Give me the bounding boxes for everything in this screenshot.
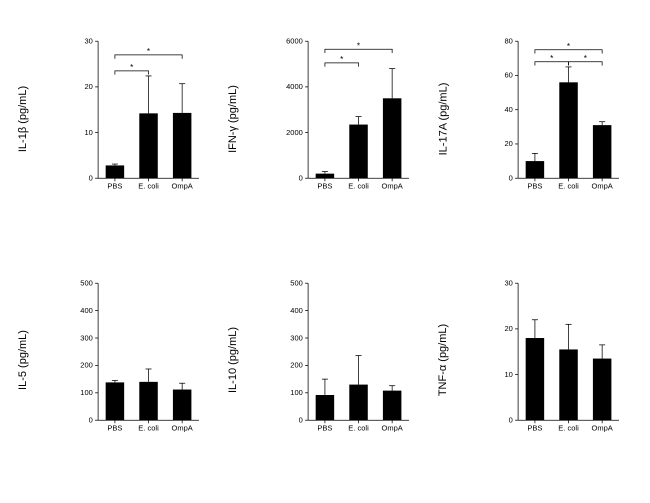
ytick-label: 20 bbox=[84, 82, 92, 91]
panel-ifng: IFN-γ (pg/mL) 0 2000 4000 6000 PBS E. coli OmpA… bbox=[220, 10, 430, 252]
bar-il17a-2 bbox=[593, 125, 611, 178]
bar-ifng-2 bbox=[383, 98, 401, 178]
ylabel-il17a: IL-17A (pg/mL) bbox=[436, 28, 450, 210]
xtick-label: PBS bbox=[317, 423, 332, 432]
bar-il1b-2 bbox=[173, 113, 191, 178]
xtick-label: OmpA bbox=[591, 182, 612, 191]
ytick-label: 400 bbox=[290, 305, 303, 314]
xtick-label: E. coli bbox=[558, 423, 579, 432]
ylabel-il5: IL-5 (pg/mL) bbox=[16, 270, 30, 452]
bar-tnfa-1 bbox=[559, 349, 577, 420]
ytick-label: 0 bbox=[89, 415, 93, 424]
chart-svg: 0 100 200 300 400 500 PBS E. coli OmpA bbox=[68, 270, 202, 452]
xtick-label: E. coli bbox=[138, 182, 159, 191]
ylabel-tnfa: TNF-α (pg/mL) bbox=[436, 270, 450, 452]
ylabel-il10: IL-10 (pg/mL) bbox=[226, 270, 240, 452]
panel-il5: IL-5 (pg/mL) 0 100 200 300 400 500 PBS E. coli Om… bbox=[10, 252, 220, 494]
xtick-label: PBS bbox=[527, 182, 542, 191]
xtick-label: OmpA bbox=[171, 423, 192, 432]
ytick-label: 80 bbox=[504, 36, 512, 45]
ytick-label: 400 bbox=[80, 305, 93, 314]
xtick-label: OmpA bbox=[591, 423, 612, 432]
ytick-label: 6000 bbox=[286, 36, 303, 45]
ytick-label: 200 bbox=[290, 360, 303, 369]
bar-il5-1 bbox=[139, 381, 157, 419]
ytick-label: 10 bbox=[504, 369, 512, 378]
xtick-label: PBS bbox=[317, 182, 332, 191]
bar-il17a-0 bbox=[526, 161, 544, 178]
xtick-label: PBS bbox=[107, 182, 122, 191]
ytick-label: 0 bbox=[509, 173, 513, 182]
panel-il10: IL-10 (pg/mL) 0 100 200 300 400 500 PBS E. coli O… bbox=[220, 252, 430, 494]
xtick-label: OmpA bbox=[381, 423, 402, 432]
chart-svg: 0200040006000PBSE. coliOmpA** bbox=[278, 28, 412, 210]
bar-il1b-1 bbox=[139, 113, 157, 178]
panel-il1b: IL-1β (pg/mL)0102030PBSE. coliOmpA** bbox=[10, 10, 220, 252]
ylabel-text: IL-5 (pg/mL) bbox=[17, 330, 29, 390]
ytick-label: 300 bbox=[290, 333, 303, 342]
ytick-label: 500 bbox=[290, 278, 303, 287]
xtick-label: OmpA bbox=[171, 182, 192, 191]
ytick-label: 100 bbox=[290, 388, 303, 397]
ytick-label: 0 bbox=[299, 173, 303, 182]
ytick-label: 0 bbox=[509, 415, 513, 424]
bar-il10-1 bbox=[349, 384, 367, 420]
ytick-label: 10 bbox=[84, 128, 92, 137]
xtick-label: PBS bbox=[527, 423, 542, 432]
ytick-label: 20 bbox=[504, 324, 512, 333]
xtick-label: OmpA bbox=[381, 182, 402, 191]
plot-il17a: 020406080PBSE. coliOmpA*** bbox=[488, 28, 622, 210]
ylabel-il1b: IL-1β (pg/mL) bbox=[16, 28, 30, 210]
panel-tnfa: TNF-α (pg/mL) 0 10 20 30 PBS E. coli OmpA bbox=[430, 252, 640, 494]
ytick-label: 40 bbox=[504, 105, 512, 114]
bar-il17a-1 bbox=[559, 82, 577, 178]
xtick-label: E. coli bbox=[348, 423, 369, 432]
ytick-label: 20 bbox=[504, 139, 512, 148]
ytick-label: 500 bbox=[80, 278, 93, 287]
ytick-label: 200 bbox=[80, 360, 93, 369]
plot-il1b: 0102030PBSE. coliOmpA** bbox=[68, 28, 202, 210]
xtick-label: E. coli bbox=[138, 423, 159, 432]
ytick-label: 2000 bbox=[286, 128, 303, 137]
ytick-label: 60 bbox=[504, 71, 512, 80]
bar-il10-0 bbox=[316, 395, 334, 420]
chart-svg: 0 100 200 300 400 500 PBS E. coli OmpA bbox=[278, 270, 412, 452]
ytick-label: 300 bbox=[80, 333, 93, 342]
ylabel-text: IL-10 (pg/mL) bbox=[227, 327, 239, 393]
ylabel-text: IL-1β (pg/mL) bbox=[17, 86, 29, 152]
panel-il17a: IL-17A (pg/mL)020406080PBSE. coliOmpA*** bbox=[430, 10, 640, 252]
bar-tnfa-2 bbox=[593, 358, 611, 420]
bar-il10-2 bbox=[383, 390, 401, 420]
plot-il5: 0 100 200 300 400 500 PBS E. coli OmpA bbox=[68, 270, 202, 452]
bar-il5-0 bbox=[106, 382, 124, 420]
bar-il5-2 bbox=[173, 389, 191, 420]
bar-ifng-1 bbox=[349, 125, 367, 179]
ytick-label: 0 bbox=[299, 415, 303, 424]
bar-ifng-0 bbox=[316, 174, 334, 179]
ylabel-text: TNF-α (pg/mL) bbox=[437, 324, 449, 396]
ytick-label: 4000 bbox=[286, 82, 303, 91]
xtick-label: E. coli bbox=[348, 182, 369, 191]
plot-il10: 0 100 200 300 400 500 PBS E. coli OmpA bbox=[278, 270, 412, 452]
ytick-label: 100 bbox=[80, 388, 93, 397]
bar-tnfa-0 bbox=[526, 338, 544, 420]
chart-svg: 0 10 20 30 PBS E. coli OmpA bbox=[488, 270, 622, 452]
chart-svg: 0102030PBSE. coliOmpA** bbox=[68, 28, 202, 210]
ylabel-ifng: IFN-γ (pg/mL) bbox=[226, 28, 240, 210]
plot-ifng: 0200040006000PBSE. coliOmpA** bbox=[278, 28, 412, 210]
ytick-label: 30 bbox=[84, 36, 92, 45]
xtick-label: PBS bbox=[107, 423, 122, 432]
chart-svg: 020406080PBSE. coliOmpA*** bbox=[488, 28, 622, 210]
ylabel-text: IL-17A (pg/mL) bbox=[437, 82, 449, 155]
bar-il1b-0 bbox=[106, 165, 124, 178]
ytick-label: 30 bbox=[504, 278, 512, 287]
ytick-label: 0 bbox=[89, 173, 93, 182]
plot-tnfa: 0 10 20 30 PBS E. coli OmpA bbox=[488, 270, 622, 452]
figure: IL-1β (pg/mL)0102030PBSE. coliOmpA**IFN-… bbox=[0, 0, 650, 503]
xtick-label: E. coli bbox=[558, 182, 579, 191]
ylabel-text: IFN-γ (pg/mL) bbox=[227, 85, 239, 153]
